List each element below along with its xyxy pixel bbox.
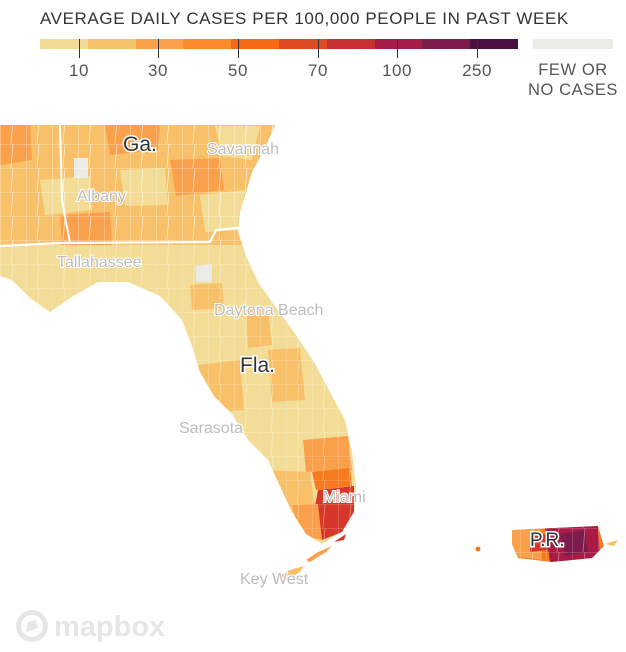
city-label: Albany <box>77 188 126 205</box>
city-label: Savannah <box>207 141 279 158</box>
mainland-land <box>0 124 356 544</box>
no-data-swatch <box>533 39 613 49</box>
legend-tick <box>238 39 239 58</box>
state-label: P.R. <box>530 530 565 551</box>
city-label: Sarasota <box>179 420 243 437</box>
city-label: Tallahassee <box>57 254 142 271</box>
scale-segment-1 <box>87 39 136 49</box>
legend-tick <box>318 39 319 58</box>
scale-segment-8 <box>422 39 471 49</box>
scale-segment-3 <box>183 39 232 49</box>
map-labels: Ga. Fla. P.R. Savannah Albany Tallahasse… <box>56 132 566 590</box>
city-label: Daytona Beach <box>214 302 323 319</box>
scale-segment-4 <box>231 39 279 49</box>
scale-segment-2 <box>135 39 184 49</box>
legend-title: AVERAGE DAILY CASES PER 100,000 PEOPLE I… <box>40 9 569 28</box>
no-data-label: FEW OR NO CASES <box>518 60 626 100</box>
mapbox-wordmark: mapbox <box>54 611 165 643</box>
city-label: Key West <box>240 571 309 588</box>
state-label: Fla. <box>240 354 275 377</box>
no-data-label-line2: NO CASES <box>527 81 619 99</box>
legend-tick <box>79 39 80 58</box>
map[interactable]: Ga. Fla. P.R. Savannah Albany Tallahasse… <box>0 110 626 652</box>
legend-tick <box>477 39 478 58</box>
legend-tick-label: 10 <box>69 61 89 80</box>
legend-tick <box>397 39 398 58</box>
color-scale <box>40 39 518 49</box>
legend-tick-label: 50 <box>228 61 248 80</box>
state-label: Ga. <box>123 133 157 156</box>
scale-segment-7 <box>374 39 423 49</box>
legend-tick-label: 30 <box>148 61 168 80</box>
scale-segment-0 <box>40 39 88 49</box>
legend-tick-label: 100 <box>382 61 412 80</box>
city-label: Miami <box>323 489 366 506</box>
legend-tick-label: 250 <box>462 61 492 80</box>
puerto-rico <box>475 526 618 562</box>
map-canvas[interactable]: Ga. Fla. P.R. Savannah Albany Tallahasse… <box>0 110 626 652</box>
mapbox-logo-icon: mapbox <box>16 610 165 643</box>
legend-tick <box>158 39 159 58</box>
mapbox-attribution[interactable]: mapbox <box>12 606 192 646</box>
no-data-label-line1: FEW OR <box>538 61 608 79</box>
scale-segment-5 <box>278 39 327 49</box>
florida-keys <box>276 534 346 580</box>
scale-segment-9 <box>470 39 518 49</box>
legend-tick-label: 70 <box>308 61 328 80</box>
scale-segment-6 <box>326 39 375 49</box>
